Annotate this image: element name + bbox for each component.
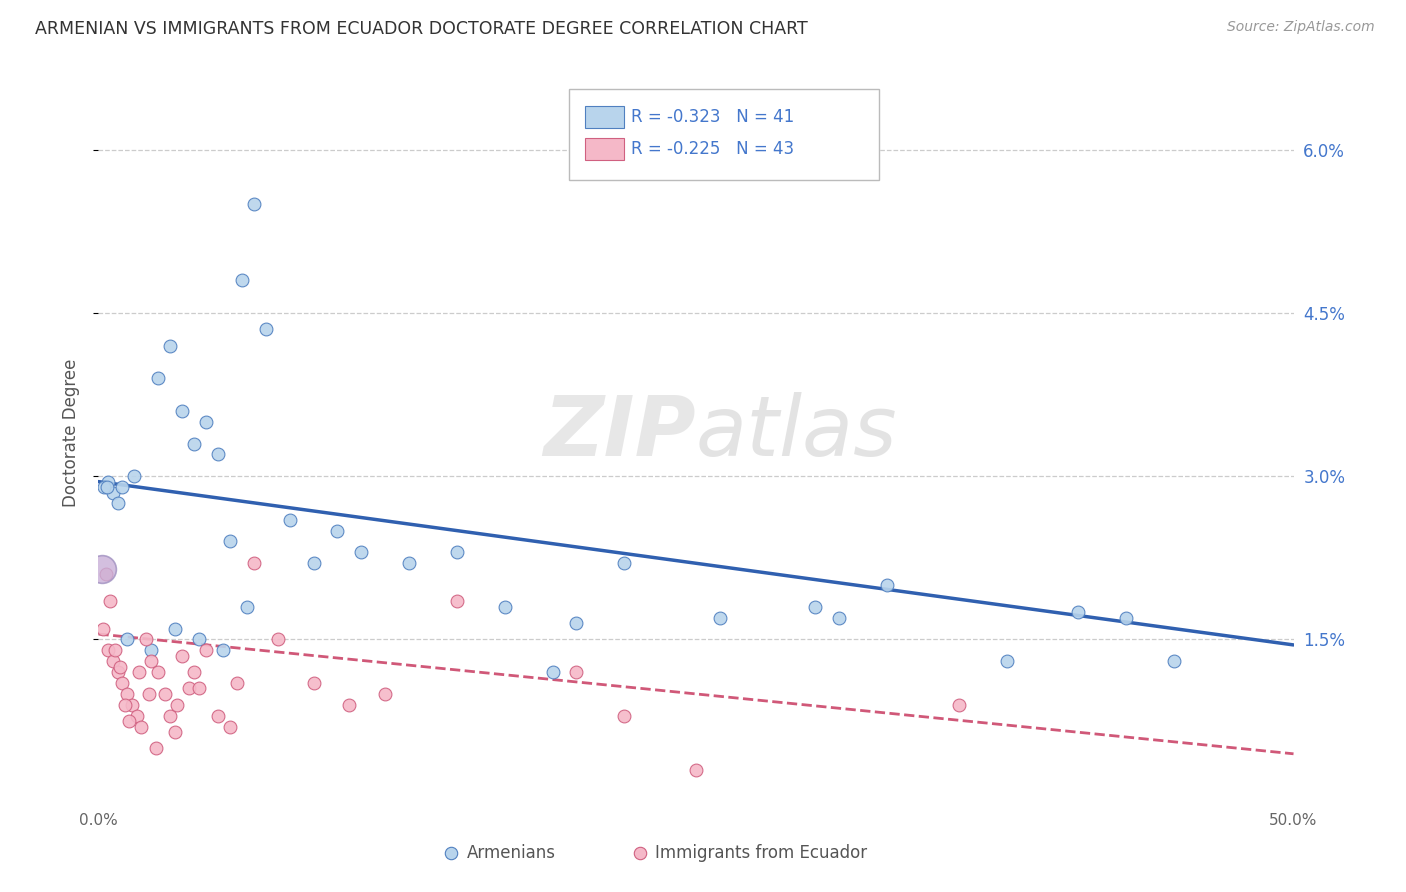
Point xyxy=(211,643,233,657)
Point xyxy=(235,599,257,614)
Point xyxy=(163,725,186,739)
Point xyxy=(709,610,731,624)
Point xyxy=(446,545,468,559)
Text: R = -0.225   N = 43: R = -0.225 N = 43 xyxy=(631,140,794,158)
Point xyxy=(326,524,349,538)
Point xyxy=(1163,654,1185,668)
Point xyxy=(183,436,205,450)
Point xyxy=(187,632,209,647)
Point xyxy=(302,676,325,690)
Point xyxy=(107,665,129,680)
Point xyxy=(118,714,141,728)
Point xyxy=(226,676,249,690)
Point xyxy=(350,545,373,559)
Text: Source: ZipAtlas.com: Source: ZipAtlas.com xyxy=(1227,20,1375,34)
Point xyxy=(195,415,218,429)
Point xyxy=(613,708,636,723)
Point xyxy=(179,681,201,696)
Text: Immigrants from Ecuador: Immigrants from Ecuador xyxy=(655,844,868,863)
Point xyxy=(541,665,564,680)
Point xyxy=(107,496,129,510)
Text: ZIP: ZIP xyxy=(543,392,696,473)
Point xyxy=(101,485,124,500)
Point xyxy=(163,622,186,636)
Point xyxy=(111,676,134,690)
Point xyxy=(128,665,150,680)
Point xyxy=(148,665,170,680)
Point xyxy=(159,708,181,723)
Point xyxy=(94,803,117,817)
Point xyxy=(1115,610,1137,624)
Point xyxy=(231,273,253,287)
Point xyxy=(139,654,162,668)
Point xyxy=(243,556,266,570)
Point xyxy=(93,480,115,494)
Point xyxy=(114,698,136,712)
Point xyxy=(139,643,162,657)
Point xyxy=(685,763,707,777)
Point xyxy=(207,708,229,723)
Text: atlas: atlas xyxy=(696,392,897,473)
Point xyxy=(131,720,153,734)
Point xyxy=(219,720,242,734)
Point xyxy=(166,698,188,712)
Point xyxy=(565,665,588,680)
Point xyxy=(172,648,194,663)
Point xyxy=(1067,605,1090,619)
Point xyxy=(101,654,124,668)
Text: Armenians: Armenians xyxy=(467,844,555,863)
Point xyxy=(374,687,396,701)
Point xyxy=(91,562,114,576)
Point xyxy=(94,567,117,582)
Point xyxy=(828,610,851,624)
Point xyxy=(98,594,122,608)
Point xyxy=(804,599,827,614)
Point xyxy=(254,322,277,336)
Point xyxy=(96,480,118,494)
Point xyxy=(145,741,167,756)
Point xyxy=(278,513,301,527)
Point xyxy=(124,469,146,483)
Point xyxy=(98,803,121,817)
Point xyxy=(108,659,131,673)
Point xyxy=(97,643,120,657)
Point xyxy=(207,447,229,461)
Point xyxy=(111,480,134,494)
Point xyxy=(565,616,588,631)
Text: R = -0.323   N = 41: R = -0.323 N = 41 xyxy=(631,108,794,126)
Point xyxy=(172,404,194,418)
Point xyxy=(121,698,143,712)
Y-axis label: Doctorate Degree: Doctorate Degree xyxy=(62,359,80,507)
Point xyxy=(339,698,361,712)
Point xyxy=(948,698,970,712)
Point xyxy=(195,643,218,657)
Point xyxy=(155,687,177,701)
Point xyxy=(125,708,148,723)
Point xyxy=(91,622,114,636)
Point xyxy=(104,643,127,657)
Point xyxy=(219,534,242,549)
Point xyxy=(243,197,266,211)
Point xyxy=(876,578,898,592)
Point xyxy=(398,556,420,570)
Point xyxy=(115,687,138,701)
Point xyxy=(159,338,181,352)
Text: ARMENIAN VS IMMIGRANTS FROM ECUADOR DOCTORATE DEGREE CORRELATION CHART: ARMENIAN VS IMMIGRANTS FROM ECUADOR DOCT… xyxy=(35,20,808,37)
Point xyxy=(613,556,636,570)
Point xyxy=(302,556,325,570)
Point xyxy=(183,665,205,680)
Point xyxy=(494,599,516,614)
Point xyxy=(135,632,157,647)
Point xyxy=(267,632,290,647)
Point xyxy=(115,632,138,647)
Point xyxy=(138,687,160,701)
Point xyxy=(148,371,170,385)
Point xyxy=(97,475,120,489)
Point xyxy=(187,681,209,696)
Point xyxy=(995,654,1018,668)
Point xyxy=(446,594,468,608)
